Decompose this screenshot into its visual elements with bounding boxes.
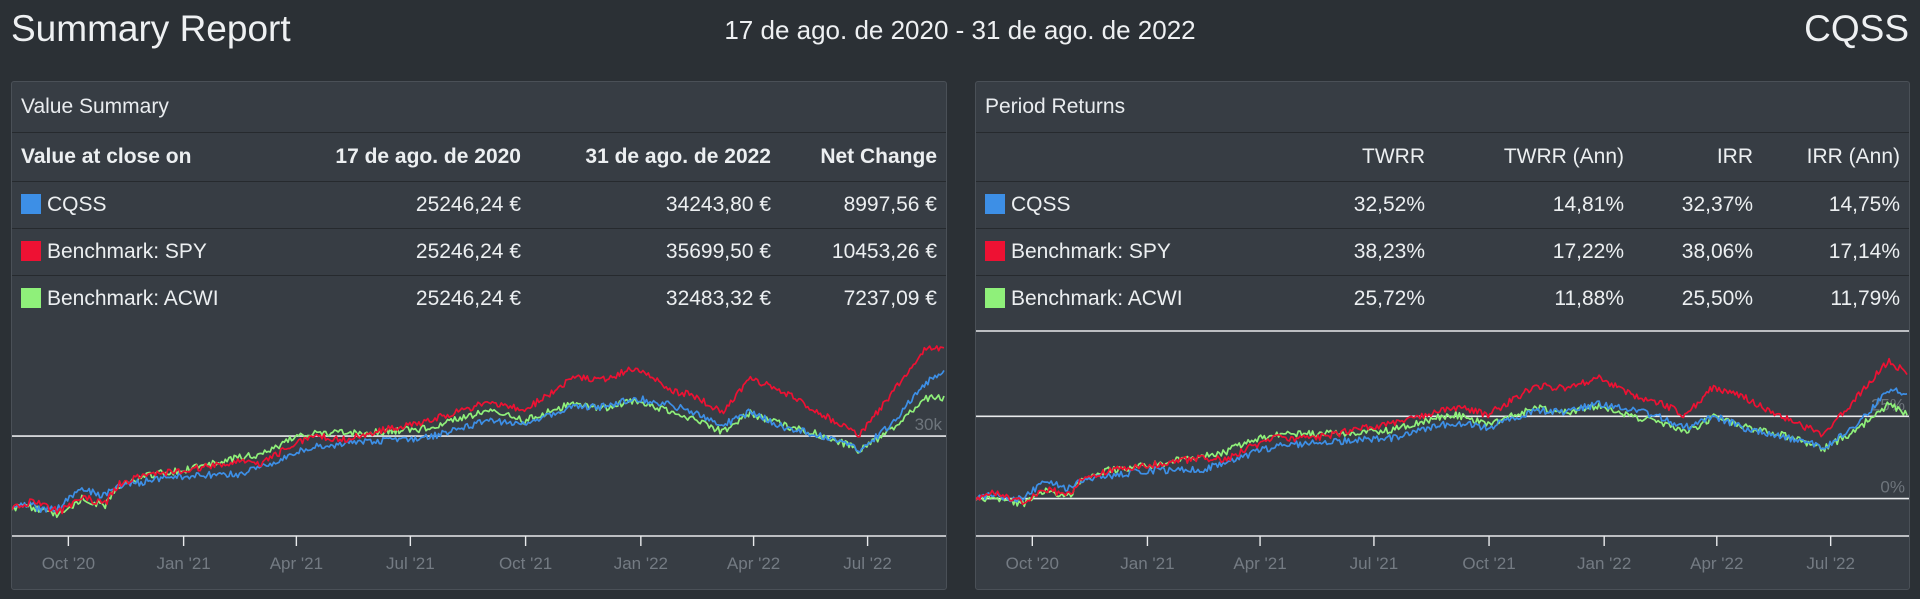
returns-chart: 0%25%Oct '20 Jan '21 Apr '21 Jul '21 Oct '21… (976, 330, 1909, 573)
row-label: CQSS (985, 182, 1071, 228)
value-chart-area: 30k Oct '20 Jan '21 Apr '21 Jul '21 Oct '21 Ja… (12, 322, 946, 589)
x-tick-label: Apr '22 (1690, 554, 1743, 573)
table-row: Benchmark: SPY 38,23% 17,22% 38,06% 17,1… (976, 229, 1909, 276)
x-tick-label: Apr '21 (1233, 554, 1286, 573)
series-line-benchmark-acwi (976, 401, 1908, 508)
account-name: CQSS (1804, 8, 1909, 49)
date-range: 17 de ago. de 2020 - 31 de ago. de 2022 (724, 15, 1196, 45)
row-label: Benchmark: ACWI (985, 276, 1183, 322)
y-tick-label: 0% (1880, 478, 1905, 497)
x-tick-label: Jan '21 (1120, 554, 1174, 573)
irr-value: 32,37% (1681, 193, 1753, 216)
legend-swatch (21, 194, 41, 214)
row-name: Benchmark: ACWI (1011, 287, 1183, 310)
irr-value: 38,06% (1681, 240, 1753, 263)
series-line-benchmark-acwi (12, 394, 945, 519)
row-label: Benchmark: ACWI (21, 276, 219, 322)
col-header-value-at-close: Value at close on (21, 145, 192, 168)
twrr-value: 25,72% (1353, 287, 1425, 310)
irr-ann-value: 14,75% (1828, 193, 1900, 216)
col-header-twrr-ann: TWRR (Ann) (1503, 145, 1624, 168)
value-summary-panel: Value Summary Value at close on 17 de ag… (11, 81, 947, 590)
period-returns-title: Period Returns (976, 82, 1909, 133)
x-tick-label: Jan '22 (614, 554, 668, 573)
table-row: Benchmark: ACWI 25246,24 € 32483,32 € 72… (12, 276, 946, 322)
x-tick-label: Jul '22 (1806, 554, 1855, 573)
value-summary-title: Value Summary (12, 82, 946, 133)
start-value: 25246,24 € (415, 193, 521, 216)
twrr-ann-value: 17,22% (1552, 240, 1624, 263)
x-tick-label: Jan '21 (156, 554, 210, 573)
x-tick-label: Apr '21 (270, 554, 323, 573)
twrr-value: 32,52% (1353, 193, 1425, 216)
row-name: CQSS (1011, 193, 1071, 216)
twrr-ann-value: 11,88% (1554, 287, 1624, 310)
net-change-value: 10453,26 € (831, 240, 937, 263)
irr-ann-value: 17,14% (1828, 240, 1900, 263)
row-label: Benchmark: SPY (985, 229, 1171, 275)
series-line-cqss (12, 369, 945, 513)
end-value: 34243,80 € (665, 193, 771, 216)
twrr-ann-value: 14,81% (1552, 193, 1624, 216)
legend-swatch (985, 194, 1005, 214)
series-line-cqss (976, 387, 1908, 503)
x-tick-label: Jan '22 (1577, 554, 1631, 573)
col-header-end-date: 31 de ago. de 2022 (585, 145, 771, 168)
value-chart: 30k Oct '20 Jan '21 Apr '21 Jul '21 Oct '21 Ja… (12, 345, 946, 573)
x-tick-label: Jul '21 (1350, 554, 1399, 573)
irr-value: 25,50% (1681, 287, 1753, 310)
twrr-value: 38,23% (1353, 240, 1425, 263)
y-tick-label: 30k (915, 415, 943, 434)
start-value: 25246,24 € (415, 240, 521, 263)
table-row: Benchmark: SPY 25246,24 € 35699,50 € 104… (12, 229, 946, 276)
col-header-twrr: TWRR (1362, 145, 1425, 168)
row-name: Benchmark: SPY (47, 240, 207, 263)
row-name: Benchmark: ACWI (47, 287, 219, 310)
row-name: Benchmark: SPY (1011, 240, 1171, 263)
x-tick-label: Apr '22 (727, 554, 780, 573)
start-value: 25246,24 € (415, 287, 521, 310)
end-value: 32483,32 € (665, 287, 771, 310)
x-tick-label: Oct '21 (1462, 554, 1515, 573)
legend-swatch (21, 241, 41, 261)
series-line-benchmark-spy (12, 345, 945, 515)
series-line-benchmark-spy (976, 357, 1908, 506)
report-header: Summary Report 17 de ago. de 2020 - 31 d… (0, 0, 1920, 62)
irr-ann-value: 11,79% (1830, 287, 1900, 310)
table-row: CQSS 25246,24 € 34243,80 € 8997,56 € (12, 182, 946, 229)
table-row: CQSS 32,52% 14,81% 32,37% 14,75% (976, 182, 1909, 229)
x-tick-label: Oct '20 (42, 554, 95, 573)
end-value: 35699,50 € (665, 240, 771, 263)
net-change-value: 7237,09 € (843, 287, 937, 310)
legend-swatch (21, 288, 41, 308)
x-tick-label: Oct '21 (499, 554, 552, 573)
x-tick-label: Oct '20 (1006, 554, 1059, 573)
period-returns-header-row: TWRR TWRR (Ann) IRR IRR (Ann) (976, 133, 1909, 182)
col-header-irr-ann: IRR (Ann) (1806, 145, 1900, 168)
value-summary-header-row: Value at close on 17 de ago. de 2020 31 … (12, 133, 946, 182)
col-header-irr: IRR (1716, 145, 1753, 168)
legend-swatch (985, 288, 1005, 308)
x-tick-label: Jul '21 (386, 554, 435, 573)
row-label: Benchmark: SPY (21, 229, 207, 275)
net-change-value: 8997,56 € (843, 193, 937, 216)
page-title: Summary Report (11, 8, 291, 49)
table-row: Benchmark: ACWI 25,72% 11,88% 25,50% 11,… (976, 276, 1909, 322)
row-name: CQSS (47, 193, 107, 216)
col-header-start-date: 17 de ago. de 2020 (335, 145, 521, 168)
x-tick-label: Jul '22 (843, 554, 892, 573)
legend-swatch (985, 241, 1005, 261)
col-header-net-change: Net Change (820, 145, 937, 168)
row-label: CQSS (21, 182, 107, 228)
returns-chart-area: 0% 25% Oct '20 Jan '21 Apr '21 Jul '21 Oct '21… (976, 322, 1909, 589)
period-returns-panel: Period Returns TWRR TWRR (Ann) IRR IRR (… (975, 81, 1910, 590)
